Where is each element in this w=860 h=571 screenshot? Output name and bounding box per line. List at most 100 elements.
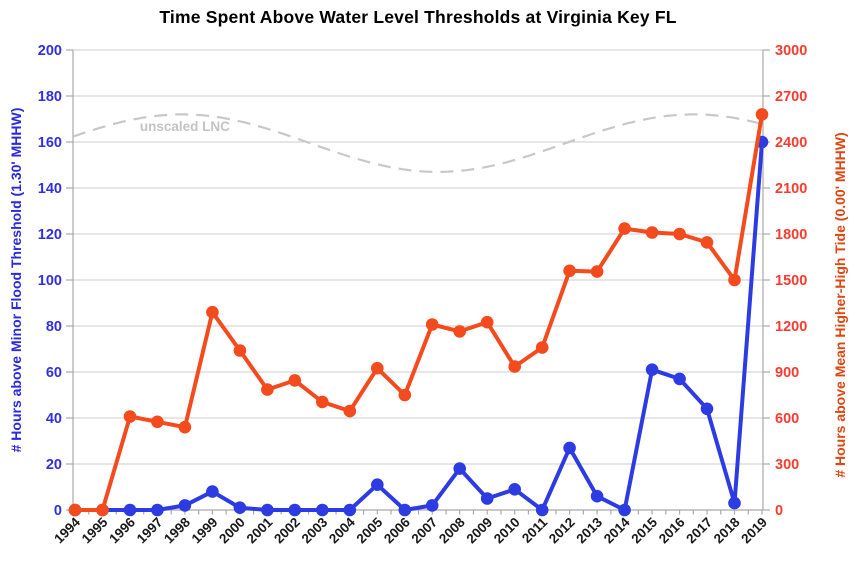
hours-above-mean-higher-high-tide-point (123, 410, 137, 423)
hours-above-minor-flood-threshold-point (673, 372, 686, 386)
hours-above-mean-higher-high-tide-point (700, 236, 714, 249)
hours-above-minor-flood-threshold-point (700, 402, 714, 416)
left-tick-label: 120 (38, 227, 62, 243)
right-tick-label: 1200 (775, 319, 807, 335)
hours-above-mean-higher-high-tide-point (535, 341, 549, 354)
right-tick-label: 2100 (775, 181, 807, 197)
hours-above-minor-flood-threshold-point (645, 363, 659, 377)
hours-above-minor-flood-threshold-point (343, 503, 357, 517)
hours-above-minor-flood-threshold-point (480, 492, 494, 505)
right-tick-label: 600 (775, 411, 799, 427)
hours-above-minor-flood-threshold-point (288, 503, 302, 517)
hours-above-mean-higher-high-tide-point (233, 344, 247, 357)
hours-above-minor-flood-threshold-point (590, 489, 604, 503)
hours-above-mean-higher-high-tide-point (453, 325, 467, 338)
x-tick-label: 2008 (436, 514, 468, 546)
hours-above-mean-higher-high-tide-point (151, 415, 164, 429)
hours-above-mean-higher-high-tide-point (755, 108, 769, 121)
hours-above-mean-higher-high-tide-point (618, 222, 631, 235)
x-tick-label: 1996 (106, 514, 138, 546)
x-tick-label: 2013 (573, 514, 605, 546)
hours-above-minor-flood-threshold-point (178, 499, 192, 512)
left-tick-label: 60 (46, 365, 62, 381)
hours-above-mean-higher-high-tide-point (480, 315, 494, 329)
right-axis: 0 300 600 900 1200 1500 1800 2100 2400 2700 3000 (763, 43, 807, 519)
hours-above-mean-higher-high-tide-point (68, 503, 82, 517)
x-tick-label: 1995 (79, 514, 111, 546)
series-hours-above-mean-higher-high-tide (68, 108, 769, 517)
hours-above-minor-flood-threshold-point (618, 503, 631, 517)
chart-title: Time Spent Above Water Level Thresholds … (159, 7, 677, 27)
right-tick-label: 900 (775, 365, 799, 381)
x-tick-label: 2010 (491, 515, 523, 547)
hours-above-mean-higher-high-tide-point (316, 395, 329, 409)
hours-above-minor-flood-threshold-point (508, 483, 521, 496)
right-tick-label: 1800 (775, 227, 807, 243)
hours-above-minor-flood-threshold-point (398, 503, 412, 517)
hours-above-mean-higher-high-tide-point (288, 374, 302, 387)
x-tick-label: 1994 (51, 514, 83, 546)
left-tick-label: 40 (46, 411, 62, 427)
x-tick-label: 2006 (381, 514, 413, 546)
x-tick-label: 2000 (216, 515, 248, 547)
hours-above-mean-higher-high-tide-point (673, 227, 686, 241)
right-tick-label: 0 (775, 503, 783, 519)
hours-above-mean-higher-high-tide-point (398, 388, 412, 402)
x-tick-label: 2016 (656, 514, 688, 546)
x-tick-label: 2009 (463, 515, 495, 547)
left-tick-label: 0 (54, 503, 62, 519)
hours-above-mean-higher-high-tide-point (425, 318, 439, 331)
hours-above-mean-higher-high-tide-point (563, 264, 576, 278)
x-tick-label: 2019 (738, 515, 770, 547)
x-tick-label: 2014 (601, 514, 633, 546)
x-tick-label: 2004 (326, 514, 358, 546)
hours-above-minor-flood-threshold-point (453, 462, 467, 475)
x-tick-label: 2011 (519, 514, 551, 546)
right-tick-label: 2400 (775, 135, 807, 151)
x-tick-label: 2015 (628, 514, 660, 546)
hours-above-minor-flood-threshold-point (425, 499, 439, 512)
left-tick-label: 160 (38, 135, 62, 151)
hours-above-mean-higher-high-tide-line (73, 112, 764, 512)
x-tick-label: 2001 (244, 514, 276, 546)
left-tick-label: 80 (46, 319, 62, 335)
lnc-dashed-line (72, 113, 764, 173)
hours-above-mean-higher-high-tide-point (206, 305, 219, 319)
x-tick-label: 2005 (354, 514, 386, 546)
hours-above-minor-flood-threshold-point (123, 503, 137, 517)
x-tick-label: 2012 (546, 515, 578, 547)
hours-above-mean-higher-high-tide-point (343, 404, 357, 418)
hours-above-minor-flood-threshold-point (535, 503, 549, 517)
left-axis: 0 20 40 60 80 100 120 140 160 180 200 (38, 43, 73, 519)
hours-above-minor-flood-threshold-point (151, 503, 164, 517)
hours-above-mean-higher-high-tide-point (96, 503, 109, 517)
right-tick-label: 300 (775, 457, 799, 473)
hours-above-minor-flood-threshold-point (728, 496, 741, 510)
hours-above-minor-flood-threshold-point (563, 441, 576, 455)
x-tick-label: 2003 (299, 514, 331, 546)
left-tick-label: 200 (38, 43, 62, 59)
left-tick-label: 140 (38, 181, 62, 197)
x-tick-label: 1998 (161, 514, 193, 546)
lnc-label: unscaled LNC (140, 119, 230, 134)
left-axis-title: # Hours above Minor Flood Threshold (1.3… (8, 108, 24, 453)
hours-above-minor-flood-threshold-point (261, 503, 274, 517)
hours-above-mean-higher-high-tide-point (508, 360, 521, 373)
hours-above-mean-higher-high-tide-point (590, 265, 604, 278)
hours-above-minor-flood-threshold-point (371, 478, 384, 492)
x-tick-label: 2017 (683, 515, 715, 547)
hours-above-mean-higher-high-tide-point (728, 273, 741, 287)
hours-above-mean-higher-high-tide-point (178, 420, 192, 434)
hours-above-mean-higher-high-tide-point (371, 361, 384, 375)
right-tick-label: 2700 (775, 89, 807, 105)
left-tick-label: 180 (38, 89, 62, 105)
x-tick-label: 2007 (409, 515, 441, 547)
hours-above-mean-higher-high-tide-point (645, 226, 659, 239)
hours-above-minor-flood-threshold-point (206, 485, 219, 498)
x-tick-label: 2002 (271, 515, 303, 547)
left-tick-label: 100 (38, 273, 62, 289)
hours-above-mean-higher-high-tide-point (261, 383, 274, 396)
right-axis-title: # Hours above Mean Higher-High Tide (0.0… (832, 132, 848, 477)
